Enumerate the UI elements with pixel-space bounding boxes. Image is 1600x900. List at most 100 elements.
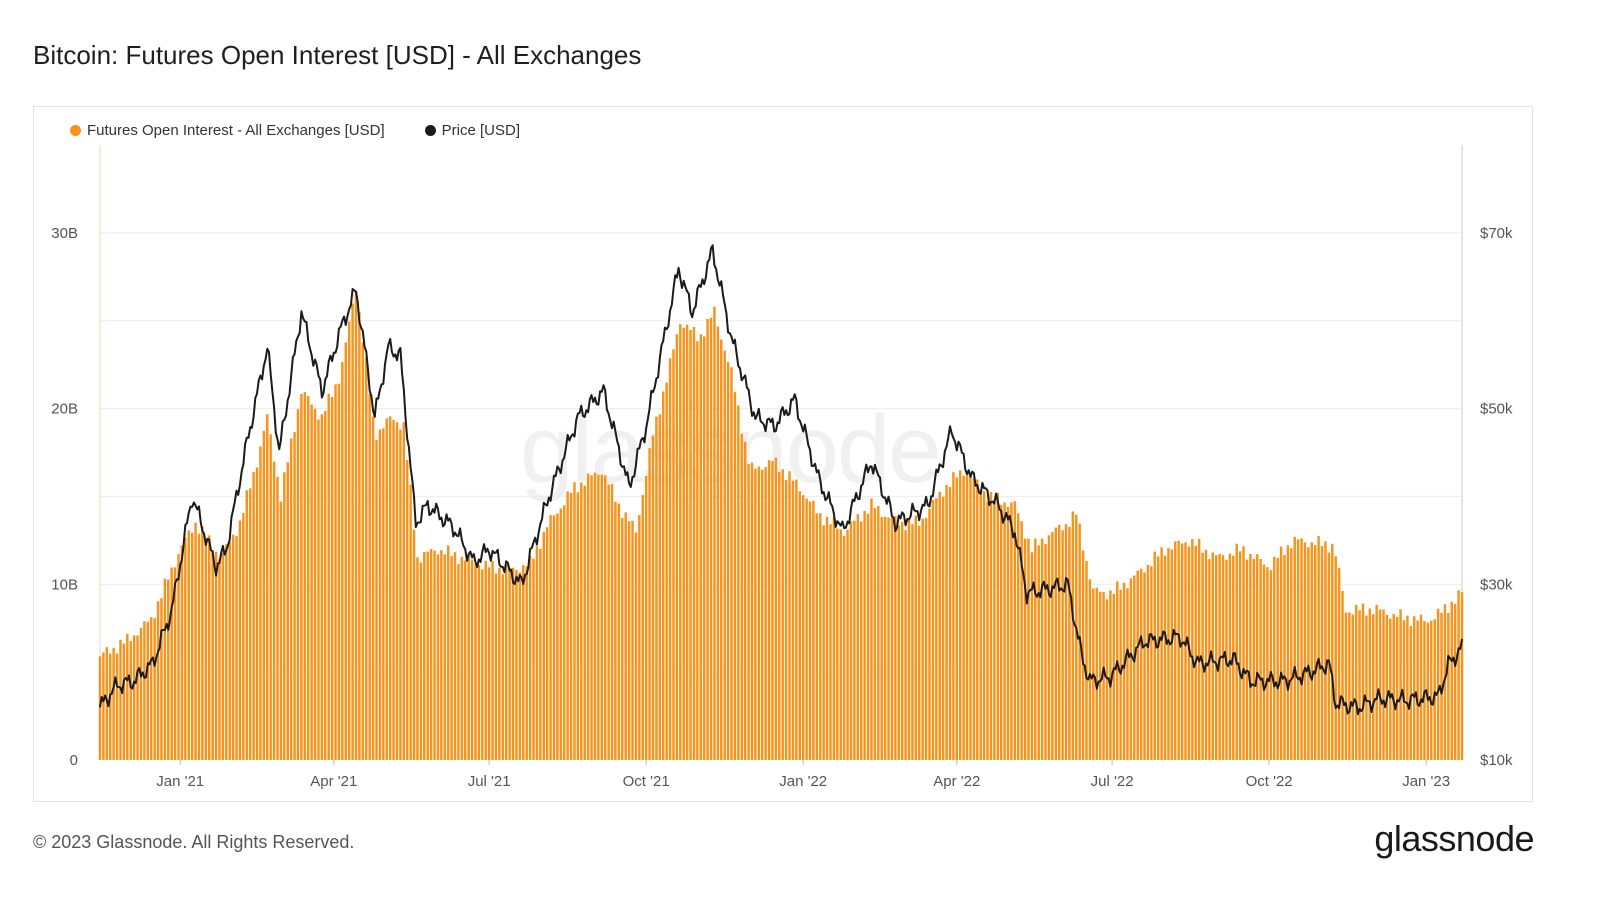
x-tick-label: Oct '21 <box>623 773 670 790</box>
oi-bar <box>153 618 156 760</box>
oi-bar <box>245 490 249 760</box>
oi-bar <box>689 329 692 760</box>
x-tick-label: Apr '21 <box>310 773 357 790</box>
oi-bar <box>522 565 525 760</box>
oi-bar <box>702 336 706 760</box>
x-tick-label: Jul '22 <box>1091 773 1134 790</box>
oi-bar <box>931 500 935 760</box>
oi-bar <box>894 516 897 760</box>
oi-bar <box>1095 587 1098 760</box>
oi-bar <box>1163 555 1167 760</box>
oi-bar <box>354 290 358 760</box>
oi-bar <box>1187 546 1191 760</box>
legend-item-open-interest[interactable]: Futures Open Interest - All Exchanges [U… <box>70 122 385 139</box>
oi-bar <box>856 514 860 760</box>
oi-bar <box>999 504 1003 760</box>
legend-item-price[interactable]: Price [USD] <box>424 122 520 139</box>
oi-bar <box>1389 618 1392 760</box>
oi-bar <box>873 507 877 760</box>
oi-bar <box>484 560 487 760</box>
oi-bar <box>778 472 781 760</box>
y-left-tick-label: 10B <box>51 576 78 593</box>
oi-bar <box>1269 570 1273 760</box>
oi-bar <box>214 551 218 760</box>
oi-bar <box>409 484 412 760</box>
oi-bar <box>1109 590 1112 760</box>
oi-bar <box>1457 590 1460 760</box>
oi-bar <box>235 536 238 760</box>
oi-bar <box>361 342 365 760</box>
oi-bar <box>1273 556 1276 760</box>
oi-bar <box>699 334 703 760</box>
oi-bar <box>976 479 979 760</box>
oi-bar <box>1266 567 1269 760</box>
oi-bar <box>119 639 122 760</box>
oi-bar <box>1085 561 1088 760</box>
oi-bar <box>334 384 337 760</box>
oi-bar <box>883 516 887 760</box>
oi-bar <box>849 521 853 760</box>
oi-bar <box>528 555 532 760</box>
oi-bar <box>313 408 317 760</box>
oi-bar <box>658 414 662 760</box>
oi-bar <box>945 484 948 760</box>
oi-bar <box>825 516 829 760</box>
oi-bar <box>388 416 392 760</box>
oi-bar <box>440 550 443 760</box>
chart-frame <box>33 106 1533 802</box>
oi-bar <box>832 517 836 760</box>
oi-bar <box>1419 614 1423 760</box>
oi-bar <box>757 466 761 760</box>
oi-bar <box>542 531 545 760</box>
oi-bar <box>248 488 252 760</box>
oi-bar <box>283 472 286 760</box>
oi-bar <box>1344 612 1348 760</box>
oi-bar <box>296 409 300 760</box>
oi-bar <box>627 521 631 760</box>
oi-bar <box>948 487 952 760</box>
oi-bar <box>225 544 228 760</box>
oi-bar <box>1191 539 1194 760</box>
oi-bar <box>672 349 675 760</box>
price-line <box>99 244 1463 716</box>
oi-bar <box>1105 599 1109 760</box>
oi-bar <box>938 491 941 760</box>
oi-bar <box>1259 558 1262 760</box>
oi-bar <box>1337 568 1341 760</box>
oi-bar <box>771 461 774 760</box>
oi-bar <box>303 392 307 760</box>
oi-bar <box>549 515 552 760</box>
oi-bar <box>1334 556 1337 760</box>
oi-bar <box>109 653 112 760</box>
oi-bar <box>1194 545 1197 760</box>
oi-bar <box>197 533 201 760</box>
oi-bar <box>911 524 914 760</box>
oi-bar <box>651 435 655 760</box>
oi-bar <box>907 518 911 760</box>
oi-bar <box>955 477 959 760</box>
oi-bar <box>607 484 610 760</box>
oi-bar <box>754 468 757 760</box>
oi-bar <box>228 541 231 760</box>
oi-bar <box>525 566 528 760</box>
oi-bar <box>419 562 423 760</box>
oi-bar <box>259 446 262 760</box>
oi-bar <box>723 350 726 760</box>
oi-bar <box>327 393 330 760</box>
oi-bar <box>573 482 576 760</box>
oi-bar <box>1126 588 1129 760</box>
oi-bar <box>436 554 440 760</box>
oi-bar <box>351 303 354 760</box>
oi-bar <box>112 647 115 760</box>
oi-bar <box>597 474 600 760</box>
oi-bar <box>433 550 436 760</box>
oi-bar <box>655 416 658 760</box>
oi-bar <box>1453 603 1457 760</box>
oi-bar <box>552 515 556 760</box>
y-left-tick-label: 0 <box>70 752 78 769</box>
glassnode-logo: glassnode <box>1374 818 1534 859</box>
oi-bar <box>149 617 153 760</box>
oi-bar <box>798 491 802 760</box>
oi-bar <box>255 467 259 760</box>
oi-bar <box>1320 546 1324 760</box>
